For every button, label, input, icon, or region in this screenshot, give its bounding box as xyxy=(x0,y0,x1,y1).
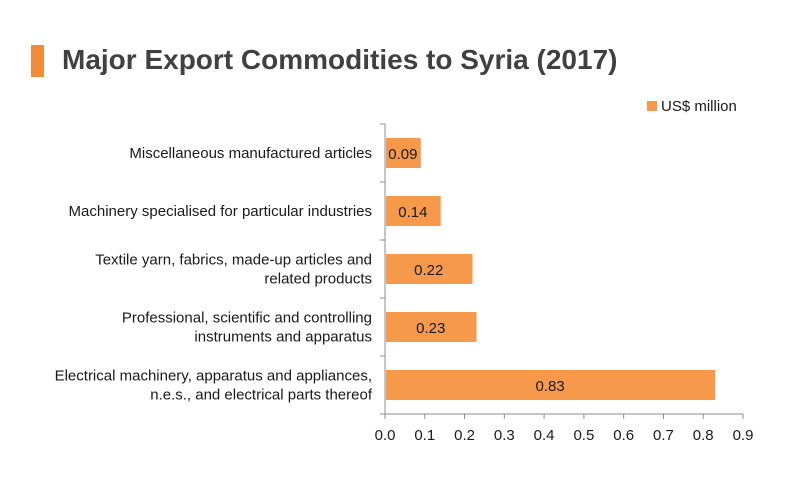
x-tick-label: 0.8 xyxy=(693,427,714,444)
data-label: 0.14 xyxy=(398,204,427,221)
x-tick-label: 0.7 xyxy=(653,427,674,444)
x-tick-label: 0.2 xyxy=(454,427,475,444)
category-label: instruments and apparatus xyxy=(194,329,372,346)
category-label: Miscellaneous manufactured articles xyxy=(129,145,372,162)
category-label: n.e.s., and electrical parts thereof xyxy=(150,387,373,404)
x-tick-label: 0.4 xyxy=(534,427,555,444)
bar xyxy=(386,138,421,168)
bar xyxy=(386,312,477,342)
legend-label: US$ million xyxy=(661,98,737,115)
legend-swatch xyxy=(647,101,657,111)
category-label: Electrical machinery, apparatus and appl… xyxy=(55,368,372,385)
bar xyxy=(386,254,473,284)
chart-title: Major Export Commodities to Syria (2017) xyxy=(62,44,618,75)
data-label: 0.83 xyxy=(535,378,564,395)
x-tick-label: 0.0 xyxy=(375,427,396,444)
data-label: 0.22 xyxy=(414,262,443,279)
category-label: Machinery specialised for particular ind… xyxy=(69,203,372,220)
x-tick-label: 0.3 xyxy=(494,427,515,444)
bar xyxy=(386,370,716,400)
x-tick-label: 0.6 xyxy=(613,427,634,444)
category-label: Professional, scientific and controlling xyxy=(122,310,372,327)
title-accent-bar xyxy=(31,45,44,77)
category-label: Textile yarn, fabrics, made-up articles … xyxy=(95,252,372,269)
x-tick-label: 0.9 xyxy=(733,427,754,444)
x-tick-label: 0.5 xyxy=(573,427,594,444)
x-tick-label: 0.1 xyxy=(414,427,435,444)
data-label: 0.09 xyxy=(388,146,417,163)
bar xyxy=(386,196,441,226)
data-label: 0.23 xyxy=(416,320,445,337)
category-label: related products xyxy=(264,271,372,288)
